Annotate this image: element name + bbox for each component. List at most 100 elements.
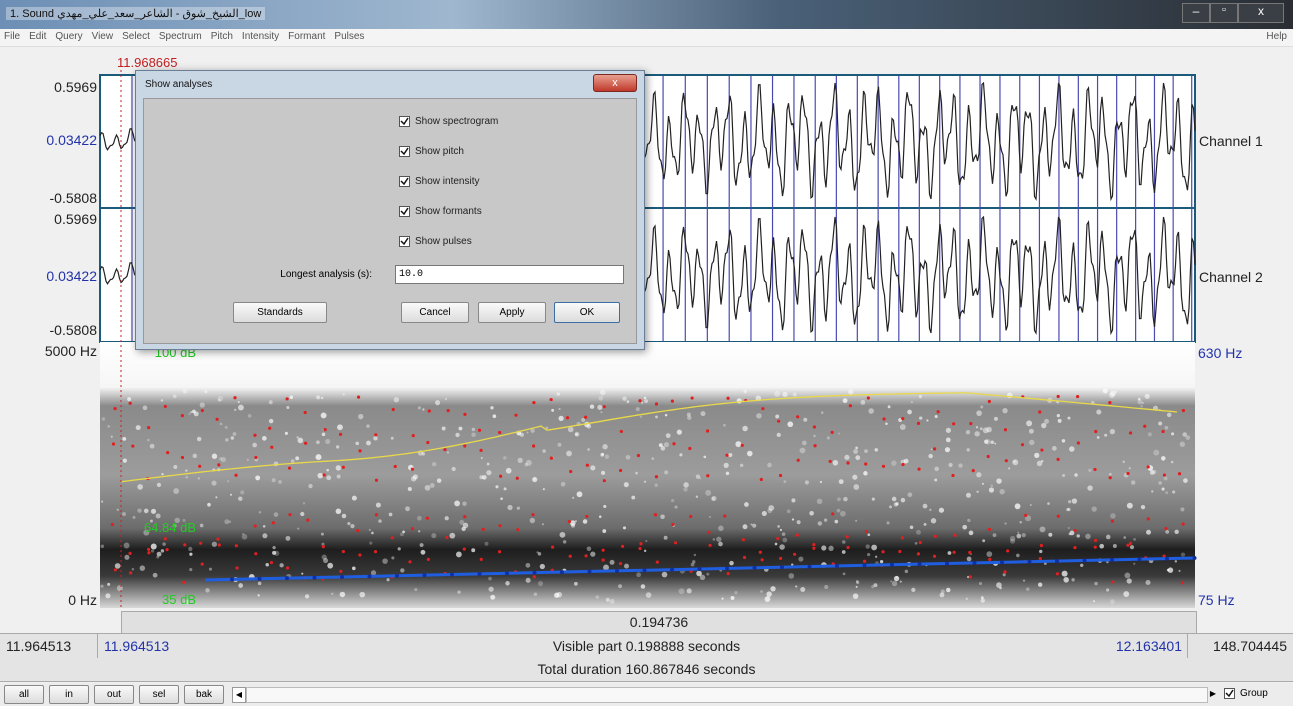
formant-dot (374, 513, 379, 517)
menu-item[interactable]: Help (1266, 31, 1287, 42)
speckle (1158, 481, 1162, 485)
apply-button[interactable]: Apply (478, 302, 546, 323)
close-button[interactable]: x (1238, 3, 1284, 23)
scroll-right[interactable]: ▶ (1209, 689, 1217, 698)
speckle (505, 581, 510, 586)
menu-item[interactable]: View (91, 31, 114, 42)
speckle (174, 517, 180, 524)
menu-item[interactable]: Intensity (241, 31, 280, 42)
formant-dot (111, 442, 116, 446)
ok-button[interactable]: OK (554, 302, 620, 323)
speckle (622, 396, 627, 401)
speckle (279, 563, 284, 568)
speckle (842, 540, 846, 544)
pitch-dot (422, 573, 427, 578)
speckle (412, 474, 418, 480)
pitch-dot (450, 572, 454, 577)
speckle (271, 478, 276, 483)
pitch-dot (697, 567, 702, 572)
scrollbar[interactable] (246, 687, 1208, 703)
formant-dot (601, 558, 605, 562)
speckle (284, 431, 288, 435)
speckle (1140, 504, 1146, 510)
cancel-button[interactable]: Cancel (401, 302, 469, 323)
menu-item[interactable]: File (4, 31, 21, 42)
speckle (699, 574, 706, 581)
window-end[interactable]: 148.704445 (1213, 638, 1287, 654)
speckle (100, 544, 105, 549)
menu-item[interactable]: Spectrum (158, 31, 202, 42)
pitch-dot (367, 574, 372, 579)
speckle (914, 541, 918, 545)
zoom-button[interactable]: out (94, 685, 134, 704)
speckle (446, 451, 450, 454)
formant-dot (796, 458, 800, 462)
menu-item[interactable]: Query (55, 31, 83, 42)
speckle (224, 425, 228, 429)
menu-item[interactable]: Select (122, 31, 150, 42)
checkbox[interactable] (399, 236, 410, 247)
maximize-button[interactable]: ▫ (1210, 3, 1238, 23)
speckle (602, 444, 608, 450)
speckle (786, 509, 791, 514)
speckle (663, 535, 668, 540)
checkbox[interactable] (399, 116, 410, 127)
speckle (1105, 588, 1110, 592)
speckle (539, 563, 545, 570)
checkbox[interactable] (399, 206, 410, 217)
option[interactable]: Show intensity (399, 176, 479, 187)
option[interactable]: Show pulses (399, 236, 472, 247)
checkbox[interactable] (1224, 688, 1235, 699)
menu-item[interactable]: Pulses (334, 31, 365, 42)
selection-bar[interactable]: 0.194736 (121, 611, 1197, 634)
option[interactable]: Show formants (399, 206, 482, 217)
speckle (796, 520, 801, 525)
speckle (832, 460, 839, 466)
minimize-button[interactable]: – (1182, 3, 1210, 23)
checkbox[interactable] (399, 176, 410, 187)
speckle (1039, 549, 1043, 554)
zoom-button[interactable]: in (49, 685, 89, 704)
speckle (782, 537, 788, 543)
formant-dot (163, 537, 167, 541)
zoom-button[interactable]: all (4, 685, 44, 704)
speckle (1161, 456, 1166, 461)
visible-start[interactable]: 11.964513 (104, 638, 170, 654)
menu-item[interactable]: Formant (288, 31, 326, 42)
formant-dot (1003, 570, 1007, 574)
speckle (891, 460, 897, 466)
formant-dot (306, 518, 310, 522)
formant-dot (1003, 428, 1008, 432)
visible-part[interactable]: Visible part 0.198888 seconds (552, 638, 741, 654)
visible-end[interactable]: 12.163401 (1115, 638, 1182, 654)
speckle (530, 428, 535, 433)
formant-dot (163, 404, 167, 409)
speckle (966, 556, 972, 562)
zoom-button[interactable]: sel (139, 685, 179, 704)
window-start[interactable]: 11.964513 (6, 638, 72, 654)
formant-dot (670, 399, 674, 403)
option[interactable]: Show pitch (399, 146, 464, 157)
zoom-button[interactable]: bak (184, 685, 224, 704)
formant-dot (1146, 517, 1150, 521)
standards-button[interactable]: Standards (233, 302, 327, 323)
longest-input[interactable]: 10.0 (395, 265, 624, 284)
dialog-close[interactable]: x (593, 74, 637, 92)
checkbox[interactable] (399, 146, 410, 157)
menu-item[interactable]: Pitch (210, 31, 233, 42)
speckle (574, 432, 579, 437)
speckle (821, 545, 827, 551)
speckle (841, 550, 846, 554)
menu-item[interactable]: Edit (29, 31, 47, 42)
speckle (359, 591, 366, 598)
speckle (410, 476, 417, 482)
speckle (321, 542, 325, 546)
scroll-left[interactable]: ◀ (232, 687, 246, 703)
group-option[interactable]: Group (1224, 688, 1268, 699)
speckle (599, 389, 606, 396)
option[interactable]: Show spectrogram (399, 116, 498, 127)
speckle (455, 551, 462, 558)
formant-dot (688, 446, 692, 451)
speckle (996, 478, 1002, 484)
total-duration[interactable]: Total duration 160.867846 seconds (0, 658, 1293, 682)
